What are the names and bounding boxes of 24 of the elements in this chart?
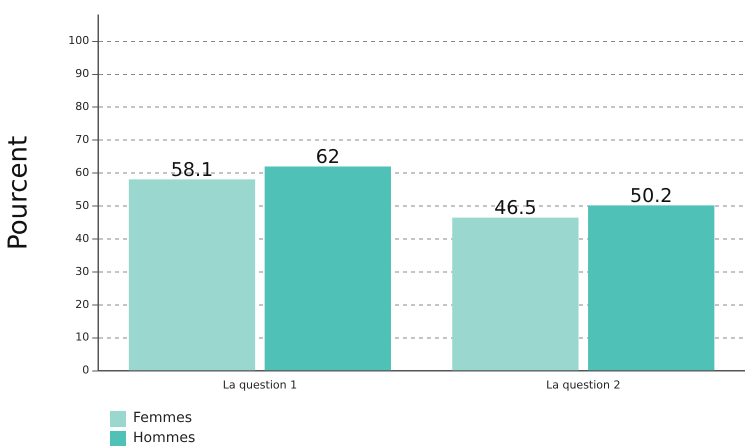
- bar: [128, 179, 256, 370]
- y-tick-label: 90: [75, 67, 90, 80]
- bar: [588, 205, 714, 370]
- x-tick-label: La question 1: [222, 378, 298, 392]
- legend-label: Hommes: [133, 430, 196, 446]
- data-label: 58.1: [170, 158, 214, 181]
- y-tick-label: 10: [75, 330, 90, 344]
- y-axis-title: Pourcent: [3, 136, 34, 250]
- y-tick-label: 70: [75, 133, 90, 146]
- bar: [452, 218, 579, 370]
- y-tick-label: 100: [68, 34, 90, 48]
- data-label: 46.5: [494, 197, 537, 220]
- data-label: 62: [316, 146, 340, 168]
- y-tick-label: 30: [75, 264, 90, 278]
- y-tick-label: 60: [75, 166, 90, 179]
- bar: [264, 166, 391, 370]
- legend-label: Femmes: [133, 410, 192, 427]
- y-tick-label: 50: [75, 198, 90, 212]
- x-tick-label: La question 2: [546, 378, 620, 392]
- y-tick-label: 0: [82, 364, 90, 377]
- data-label: 50.2: [630, 184, 672, 207]
- y-tick-label: 40: [75, 232, 90, 245]
- y-tick-label: 20: [75, 298, 90, 311]
- y-tick-label: 80: [75, 100, 90, 114]
